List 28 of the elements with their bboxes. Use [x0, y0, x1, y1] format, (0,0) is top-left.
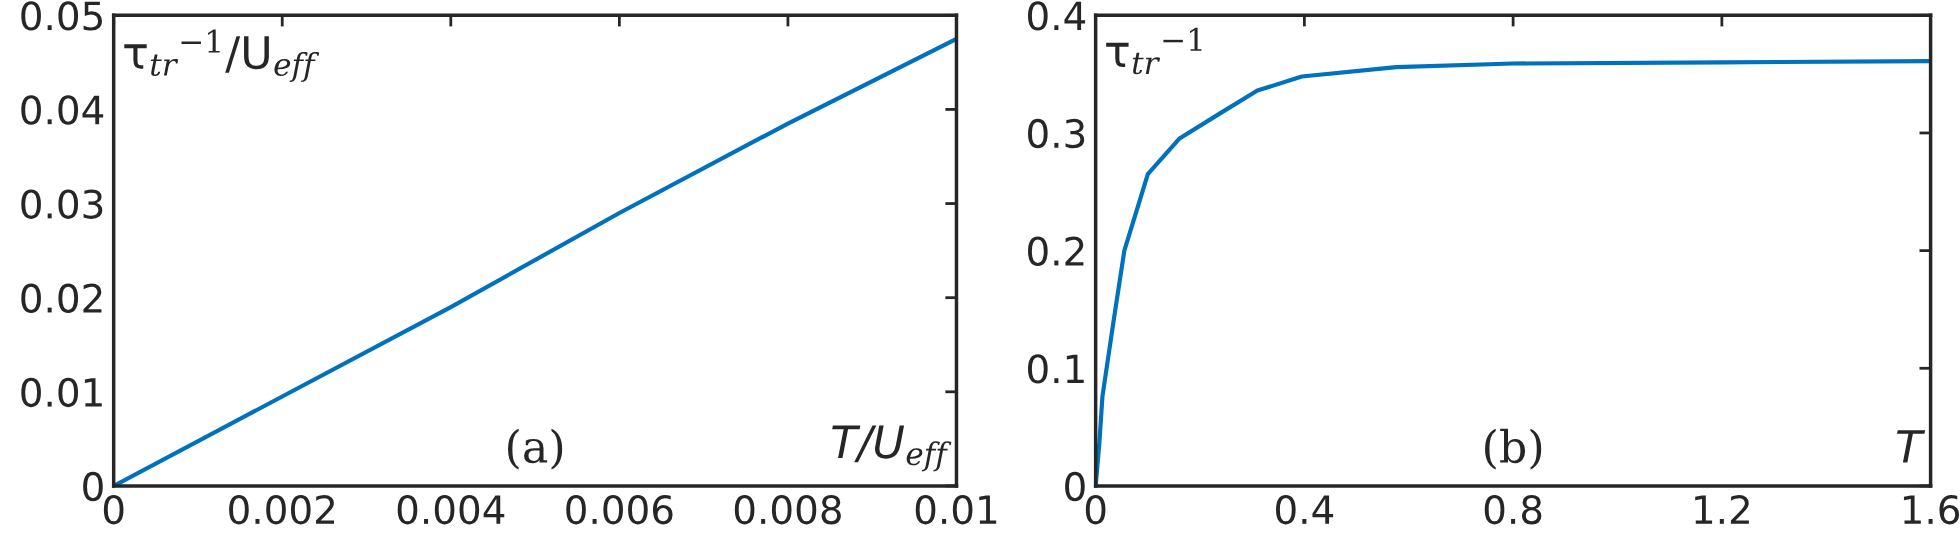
x-tick-label: 0.006	[566, 494, 673, 525]
x-tick-label: 1.2	[1695, 494, 1749, 524]
y-tick-label: 0.1	[1028, 354, 1084, 384]
x-tick-label: 1.6	[1903, 494, 1960, 525]
y-tick-label: 0.02	[21, 283, 102, 314]
y-tick-label: 0.2	[1028, 236, 1084, 266]
y-tick-label: 0.3	[1028, 118, 1085, 149]
y-tick-label: 0.4	[1028, 1, 1086, 31]
x-tick-label: 0.008	[734, 494, 841, 525]
y-axis-title: τ$_{tr}$$^{−1}$	[1106, 27, 1202, 75]
x-tick-label: 0	[103, 494, 124, 525]
y-tick-label: 0	[83, 471, 103, 502]
y-axis-title: τ$_{tr}$$^{−1}$/U$_{eff}$	[124, 29, 320, 83]
x-tick-label: 0.8	[1484, 494, 1542, 525]
x-tick-label: 0	[1085, 494, 1106, 525]
x-axis-title: T	[1897, 430, 1926, 463]
x-tick-label: 0.4	[1276, 494, 1334, 525]
y-tick-label: 0	[1065, 471, 1085, 502]
y-tick-label: 0.04	[21, 95, 104, 125]
x-tick-label: 0.004	[397, 494, 505, 525]
y-tick-label: 0.03	[21, 189, 103, 219]
x-axis-title: T/U$_{eff}$	[832, 425, 952, 472]
annotation: (a)	[508, 428, 563, 470]
annotation: (b)	[1485, 428, 1542, 470]
y-tick-label: 0.05	[21, 1, 102, 31]
x-tick-label: 0.01	[915, 494, 997, 525]
y-tick-label: 0.01	[21, 377, 102, 408]
x-tick-label: 0.002	[229, 494, 335, 525]
